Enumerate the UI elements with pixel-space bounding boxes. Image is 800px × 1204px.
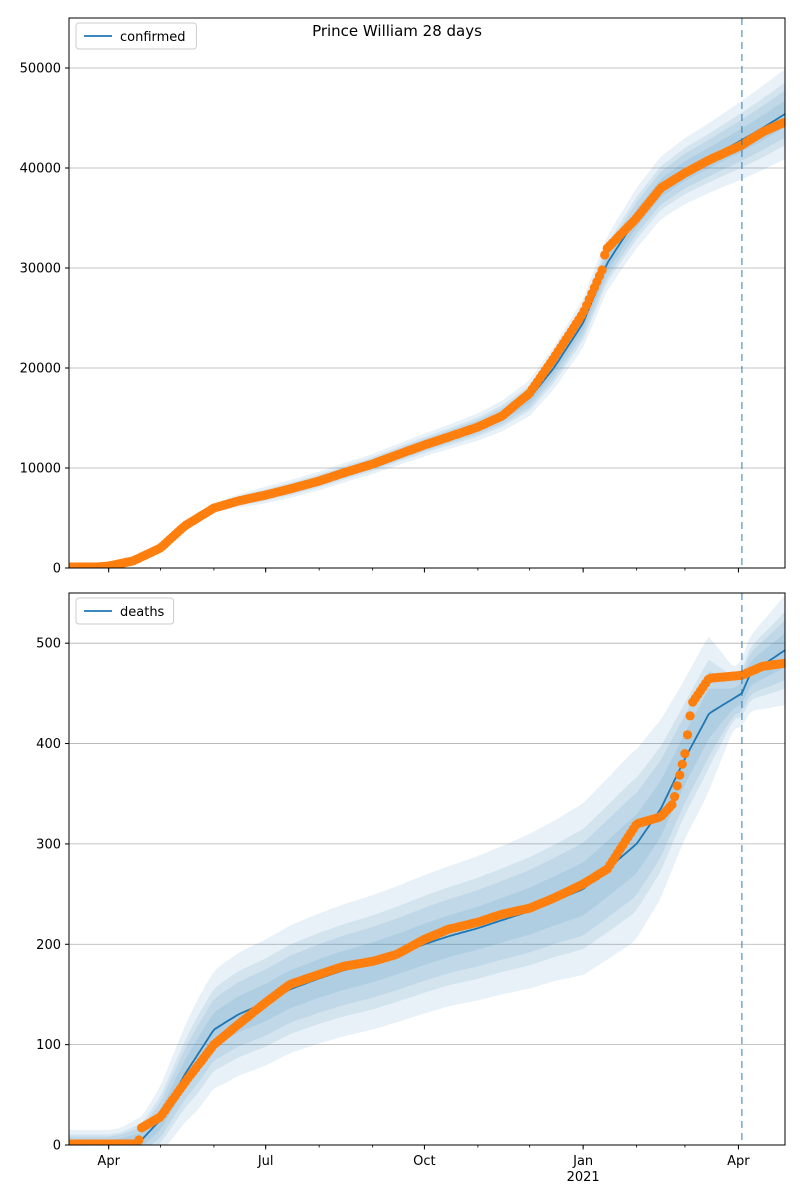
y-tick-label: 400: [36, 737, 61, 752]
x-tick-sublabel: 2021: [567, 1170, 600, 1185]
observed-point: [685, 711, 695, 721]
legend-box: [75, 22, 197, 50]
axes-frame: [68, 17, 786, 569]
y-tick-label: 10000: [20, 462, 61, 477]
x-tick-label: Apr: [97, 1154, 120, 1169]
observed-point: [680, 749, 690, 759]
uncertainty-bands: [69, 69, 785, 568]
uncertainty-band: [69, 90, 785, 568]
observed-points: [69, 658, 785, 1145]
uncertainty-band: [69, 595, 785, 1145]
y-tick-label: 200: [36, 938, 61, 953]
x-tick-label: Jan: [572, 1154, 593, 1169]
observed-points: [69, 118, 785, 568]
legend-label: deaths: [120, 605, 165, 620]
chart-title: Prince William 28 days: [312, 22, 482, 40]
legend-label: confirmed: [120, 30, 186, 45]
observed-point: [597, 265, 607, 275]
legend-box: [75, 597, 175, 625]
y-tick-label: 100: [36, 1038, 61, 1053]
y-tick-label: 300: [36, 837, 61, 852]
x-tick-label: Oct: [413, 1154, 435, 1169]
observed-point: [778, 118, 785, 128]
observed-point: [677, 759, 687, 769]
observed-point: [672, 781, 682, 791]
y-tick-label: 40000: [20, 162, 61, 177]
y-tick-label: 30000: [20, 262, 61, 277]
uncertainty-band: [69, 82, 785, 568]
axes-frame: [68, 592, 786, 1146]
uncertainty-band: [69, 100, 785, 568]
y-tick-label: 50000: [20, 62, 61, 77]
x-tick-label: Apr: [727, 1154, 750, 1169]
x-tick-label: Jul: [257, 1154, 274, 1169]
observed-point: [670, 792, 680, 802]
y-tick-label: 20000: [20, 362, 61, 377]
observed-point: [778, 658, 785, 669]
observed-point: [675, 770, 685, 780]
y-tick-label: 0: [53, 1139, 61, 1154]
y-tick-label: 0: [53, 562, 61, 577]
observed-point: [134, 1135, 144, 1145]
confirmed-panel: 0 10000 20000 30000 40000 50000 confirmed: [20, 17, 786, 577]
observed-point: [682, 730, 693, 740]
observed-point: [667, 800, 677, 810]
y-tick-label: 500: [36, 637, 61, 652]
deaths-model-line: [69, 649, 785, 1145]
